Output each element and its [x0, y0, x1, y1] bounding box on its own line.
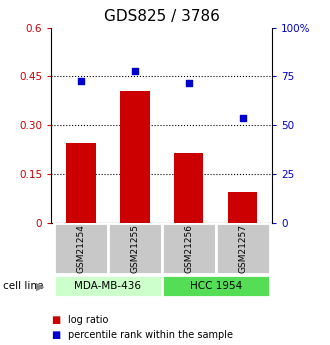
Bar: [228, 192, 257, 223]
Text: MDA-MB-436: MDA-MB-436: [74, 282, 141, 291]
Text: GSM21256: GSM21256: [184, 224, 193, 273]
Bar: [162, 275, 270, 297]
Text: cell line: cell line: [3, 282, 44, 291]
Text: ■: ■: [51, 315, 60, 325]
Text: log ratio: log ratio: [68, 315, 108, 325]
Point: [132, 69, 137, 74]
Text: GSM21257: GSM21257: [238, 224, 247, 273]
Text: ■: ■: [51, 330, 60, 339]
Point: [186, 80, 191, 86]
Bar: [162, 223, 215, 274]
Bar: [66, 143, 96, 223]
Point: [240, 116, 245, 121]
Bar: [174, 153, 204, 223]
Text: GSM21254: GSM21254: [76, 224, 85, 273]
Bar: [54, 223, 108, 274]
Bar: [108, 223, 162, 274]
Text: GSM21255: GSM21255: [130, 224, 139, 273]
Text: HCC 1954: HCC 1954: [189, 282, 242, 291]
Point: [78, 78, 83, 84]
Bar: [54, 275, 162, 297]
Bar: [215, 223, 270, 274]
Text: ▶: ▶: [36, 282, 45, 291]
Text: percentile rank within the sample: percentile rank within the sample: [68, 330, 233, 339]
Bar: [120, 91, 149, 223]
Title: GDS825 / 3786: GDS825 / 3786: [104, 9, 220, 24]
